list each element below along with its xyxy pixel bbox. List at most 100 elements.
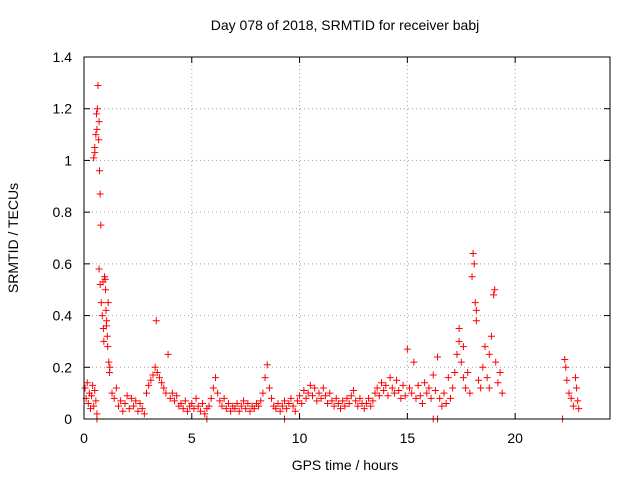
data-point: [97, 299, 105, 307]
data-point: [201, 410, 209, 418]
data-point: [125, 405, 133, 413]
data-point: [130, 402, 138, 410]
data-point: [214, 389, 222, 397]
data-point: [233, 399, 241, 407]
data-point: [296, 392, 304, 400]
data-point: [470, 260, 478, 268]
data-point: [494, 379, 502, 387]
y-tick-label: 0: [64, 411, 72, 427]
data-point: [373, 384, 381, 392]
data-point: [95, 136, 103, 144]
data-point: [431, 387, 439, 395]
data-point: [561, 356, 569, 364]
data-point: [567, 394, 575, 402]
data-point: [356, 394, 364, 402]
x-tick-label: 0: [80, 430, 88, 446]
data-point: [349, 387, 357, 395]
data-point: [83, 379, 91, 387]
data-point: [224, 399, 232, 407]
data-point: [457, 358, 465, 366]
data-point: [393, 376, 401, 384]
x-axis-label: GPS time / hours: [292, 457, 399, 473]
data-point: [92, 397, 100, 405]
data-point: [377, 379, 385, 387]
data-point: [416, 392, 424, 400]
data-point: [92, 131, 100, 139]
data-point: [134, 407, 142, 415]
data-point: [390, 389, 398, 397]
data-point: [285, 399, 293, 407]
data-point: [90, 154, 98, 162]
data-point: [438, 402, 446, 410]
data-point: [492, 358, 500, 366]
data-point: [199, 399, 207, 407]
data-point: [104, 299, 112, 307]
data-point: [300, 387, 308, 395]
data-point: [102, 322, 110, 330]
data-point: [143, 389, 151, 397]
data-point: [138, 405, 146, 413]
data-point: [291, 407, 299, 415]
data-point: [112, 384, 120, 392]
data-point: [244, 399, 252, 407]
data-point: [192, 394, 200, 402]
data-point: [117, 397, 125, 405]
data-point: [574, 397, 582, 405]
data-point: [91, 149, 99, 157]
data-point: [477, 384, 485, 392]
grid: [84, 57, 610, 419]
data-point: [93, 110, 101, 118]
y-tick-label: 0.4: [53, 308, 73, 324]
data-point: [406, 384, 414, 392]
data-point: [459, 374, 467, 382]
data-point: [375, 392, 383, 400]
data-point: [164, 350, 172, 358]
data-point: [455, 337, 463, 345]
data-point: [485, 384, 493, 392]
data-point: [171, 397, 179, 405]
data-point: [309, 392, 317, 400]
x-tick-label: 20: [507, 430, 523, 446]
data-point: [181, 397, 189, 405]
data-point: [397, 394, 405, 402]
data-point: [100, 337, 108, 345]
data-point: [160, 384, 168, 392]
data-point: [562, 363, 570, 371]
data-point: [446, 394, 454, 402]
data-point: [483, 374, 491, 382]
data-point: [371, 389, 379, 397]
data-point: [235, 407, 243, 415]
data-point: [179, 405, 187, 413]
data-point: [306, 381, 314, 389]
data-point: [227, 407, 235, 415]
data-point: [434, 353, 442, 361]
data-point: [265, 384, 273, 392]
data-point: [313, 397, 321, 405]
data-point: [132, 397, 140, 405]
data-point: [365, 394, 373, 402]
data-point: [222, 405, 230, 413]
data-point: [220, 394, 228, 402]
data-point: [425, 384, 433, 392]
data-point: [380, 387, 388, 395]
data-point: [250, 405, 258, 413]
data-point: [147, 376, 155, 384]
data-point: [149, 371, 157, 379]
data-point: [119, 407, 127, 415]
data-point: [81, 384, 89, 392]
data-point: [152, 317, 160, 325]
data-point: [261, 374, 269, 382]
data-point: [330, 402, 338, 410]
data-point: [212, 374, 219, 382]
data-point: [194, 402, 202, 410]
data-point: [155, 374, 163, 382]
data-point: [352, 397, 360, 405]
data-point: [263, 361, 271, 369]
data-point: [93, 105, 101, 113]
data-point: [362, 399, 370, 407]
data-point: [283, 405, 291, 413]
data-point: [293, 397, 301, 405]
data-point: [121, 399, 129, 407]
data-point: [205, 402, 213, 410]
data-point: [347, 392, 355, 400]
